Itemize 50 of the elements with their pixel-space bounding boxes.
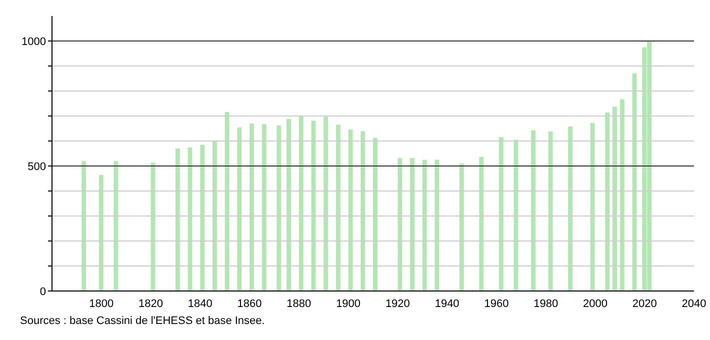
bar (336, 124, 340, 291)
bar (531, 130, 536, 291)
bar (548, 132, 553, 291)
x-tick-label: 1940 (434, 298, 460, 310)
bar (188, 148, 192, 291)
bar (175, 148, 180, 291)
bar (360, 131, 366, 291)
bar (262, 124, 266, 291)
y-tick-label: 0 (40, 286, 46, 298)
bar (612, 106, 617, 291)
bar (324, 116, 328, 291)
y-tick-label: 500 (28, 161, 46, 173)
y-tick-label: 1000 (22, 36, 46, 48)
bar (498, 137, 504, 291)
bar (224, 112, 230, 291)
x-tick-label: 1960 (484, 298, 509, 310)
x-tick-label: 1920 (385, 298, 410, 310)
bar (286, 119, 292, 291)
x-tick-label: 2000 (582, 298, 608, 310)
source-note: Sources : base Cassini de l'EHESS et base Insee. (20, 315, 266, 327)
x-tick-label: 1800 (89, 298, 114, 310)
bar (212, 141, 217, 291)
bar (276, 126, 282, 291)
bar (82, 161, 86, 291)
x-tick-label: 1860 (237, 298, 262, 310)
x-tick-label: 1840 (188, 298, 212, 310)
bar (459, 164, 464, 291)
bar (298, 116, 304, 291)
bar (410, 158, 414, 291)
bar (422, 160, 427, 291)
x-tick-label: 1880 (286, 298, 312, 310)
bar (514, 140, 518, 291)
bar (568, 126, 573, 291)
x-tick-label: 2040 (682, 298, 706, 310)
x-tick-label: 1980 (534, 298, 558, 310)
bar (434, 160, 440, 291)
bar (237, 128, 242, 291)
bar (605, 112, 610, 291)
x-tick-label: 1820 (138, 298, 164, 310)
bar (479, 157, 484, 291)
bar (620, 99, 624, 291)
bar (348, 130, 353, 291)
bar (373, 138, 378, 291)
bar (398, 158, 402, 291)
bar (114, 161, 118, 291)
x-tick-label: 2020 (632, 298, 657, 310)
bar (98, 175, 104, 291)
x-tick-label: 1900 (336, 298, 361, 310)
bar (200, 144, 205, 291)
bar (250, 124, 254, 291)
